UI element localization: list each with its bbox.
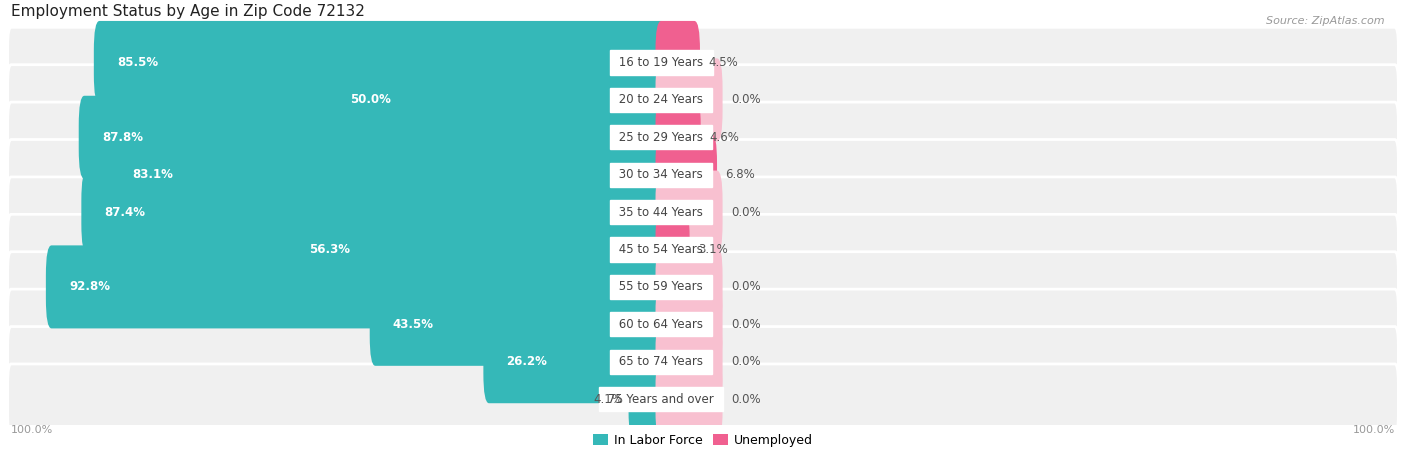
- FancyBboxPatch shape: [82, 170, 666, 253]
- FancyBboxPatch shape: [7, 327, 1399, 397]
- Legend: In Labor Force, Unemployed: In Labor Force, Unemployed: [588, 428, 818, 451]
- Text: 26.2%: 26.2%: [506, 355, 547, 368]
- Text: 87.8%: 87.8%: [101, 131, 143, 144]
- FancyBboxPatch shape: [655, 58, 723, 141]
- Text: 45 to 54 Years: 45 to 54 Years: [616, 243, 707, 256]
- Text: 20 to 24 Years: 20 to 24 Years: [616, 93, 707, 106]
- Text: 60 to 64 Years: 60 to 64 Years: [616, 318, 707, 331]
- Text: 3.1%: 3.1%: [697, 243, 728, 256]
- Text: 16 to 19 Years: 16 to 19 Years: [616, 56, 707, 69]
- Text: 0.0%: 0.0%: [731, 93, 761, 106]
- FancyBboxPatch shape: [370, 283, 666, 366]
- FancyBboxPatch shape: [655, 358, 723, 441]
- Text: 100.0%: 100.0%: [11, 425, 53, 435]
- Text: Employment Status by Age in Zip Code 72132: Employment Status by Age in Zip Code 721…: [11, 5, 366, 19]
- FancyBboxPatch shape: [655, 208, 689, 291]
- Text: 6.8%: 6.8%: [725, 168, 755, 181]
- FancyBboxPatch shape: [7, 139, 1399, 210]
- FancyBboxPatch shape: [285, 208, 666, 291]
- FancyBboxPatch shape: [110, 133, 666, 216]
- Text: 65 to 74 Years: 65 to 74 Years: [616, 355, 707, 368]
- Text: 30 to 34 Years: 30 to 34 Years: [616, 168, 707, 181]
- Text: 25 to 29 Years: 25 to 29 Years: [616, 131, 707, 144]
- Text: 75 Years and over: 75 Years and over: [605, 393, 718, 405]
- FancyBboxPatch shape: [7, 289, 1399, 359]
- Text: 100.0%: 100.0%: [1353, 425, 1395, 435]
- Text: 56.3%: 56.3%: [309, 243, 350, 256]
- Text: 45 to 54 Years: 45 to 54 Years: [616, 243, 707, 256]
- FancyBboxPatch shape: [7, 252, 1399, 322]
- Text: 0.0%: 0.0%: [731, 393, 761, 405]
- FancyBboxPatch shape: [79, 96, 666, 179]
- FancyBboxPatch shape: [7, 177, 1399, 247]
- Text: 35 to 44 Years: 35 to 44 Years: [616, 206, 707, 219]
- Text: Source: ZipAtlas.com: Source: ZipAtlas.com: [1267, 16, 1385, 26]
- Text: 4.1%: 4.1%: [593, 393, 624, 405]
- FancyBboxPatch shape: [655, 21, 700, 104]
- FancyBboxPatch shape: [655, 96, 700, 179]
- Text: 0.0%: 0.0%: [731, 355, 761, 368]
- Text: 60 to 64 Years: 60 to 64 Years: [616, 318, 707, 331]
- Text: 65 to 74 Years: 65 to 74 Years: [616, 355, 707, 368]
- Text: 16 to 19 Years: 16 to 19 Years: [616, 56, 707, 69]
- FancyBboxPatch shape: [655, 245, 723, 328]
- Text: 4.5%: 4.5%: [709, 56, 738, 69]
- Text: 87.4%: 87.4%: [104, 206, 145, 219]
- FancyBboxPatch shape: [655, 170, 723, 253]
- Text: 35 to 44 Years: 35 to 44 Years: [616, 206, 707, 219]
- FancyBboxPatch shape: [7, 364, 1399, 434]
- Text: 50.0%: 50.0%: [350, 93, 391, 106]
- FancyBboxPatch shape: [7, 64, 1399, 135]
- FancyBboxPatch shape: [655, 320, 723, 403]
- Text: 4.6%: 4.6%: [709, 131, 740, 144]
- Text: 75 Years and over: 75 Years and over: [605, 393, 718, 405]
- Text: 55 to 59 Years: 55 to 59 Years: [616, 281, 707, 294]
- FancyBboxPatch shape: [655, 133, 717, 216]
- FancyBboxPatch shape: [484, 320, 666, 403]
- FancyBboxPatch shape: [655, 283, 723, 366]
- Text: 0.0%: 0.0%: [731, 318, 761, 331]
- FancyBboxPatch shape: [628, 358, 666, 441]
- Text: 83.1%: 83.1%: [132, 168, 173, 181]
- FancyBboxPatch shape: [46, 245, 666, 328]
- Text: 0.0%: 0.0%: [731, 206, 761, 219]
- Text: 30 to 34 Years: 30 to 34 Years: [616, 168, 707, 181]
- Text: 0.0%: 0.0%: [731, 281, 761, 294]
- Text: 85.5%: 85.5%: [117, 56, 157, 69]
- Text: 55 to 59 Years: 55 to 59 Years: [616, 281, 707, 294]
- Text: 25 to 29 Years: 25 to 29 Years: [616, 131, 707, 144]
- FancyBboxPatch shape: [7, 102, 1399, 172]
- FancyBboxPatch shape: [7, 28, 1399, 97]
- Text: 43.5%: 43.5%: [392, 318, 434, 331]
- FancyBboxPatch shape: [94, 21, 666, 104]
- Text: 92.8%: 92.8%: [69, 281, 110, 294]
- FancyBboxPatch shape: [7, 214, 1399, 285]
- Text: 20 to 24 Years: 20 to 24 Years: [616, 93, 707, 106]
- FancyBboxPatch shape: [328, 58, 666, 141]
